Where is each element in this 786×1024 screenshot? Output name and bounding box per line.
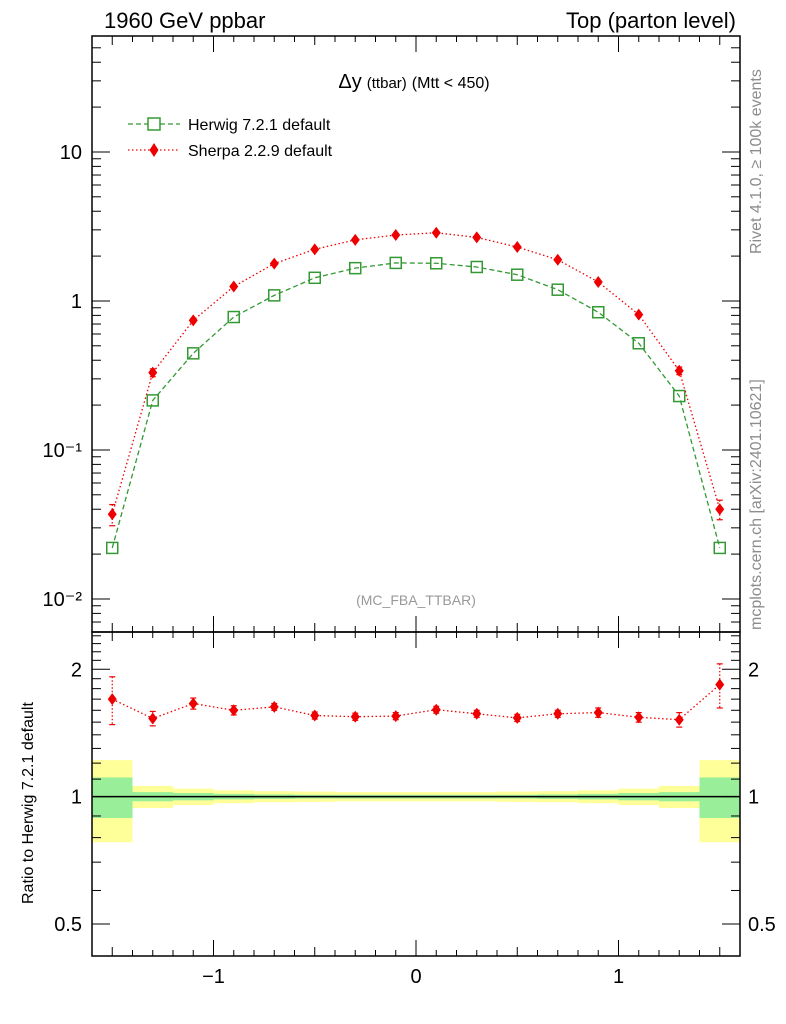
series-0-point [187,347,200,360]
series-0-point [349,261,362,275]
y-tick-label: 10⁻² [43,589,83,611]
ratio-series-0-point [229,704,239,717]
ratio-series-0-point [391,710,401,723]
legend: Herwig 7.2.1 default Sherpa 2.2.9 defaul… [128,117,333,160]
tick-labels: −1 0 1 10 1 10⁻¹ 10⁻² 2 2 1 1 0.5 0.5 [43,142,776,988]
legend-entry-sherpa: Sherpa 2.2.9 default [128,143,333,160]
ratio-series-0-point [674,713,684,726]
x-tick-label: 0 [410,966,421,988]
series-1-point [310,243,320,256]
legend-entry-herwig: Herwig 7.2.1 default [128,117,331,134]
series-line-0 [111,262,721,549]
ratio-y-tick-label-right: 1 [748,787,759,809]
ratio-series-0-point [472,707,482,720]
series-0-point [268,289,281,302]
ratio-y-tick-label-right: 0.5 [748,914,776,936]
y-tick-label: 10⁻¹ [43,440,83,462]
ratio-series-0-point [431,703,441,716]
ratio-series-0-point [593,706,603,719]
series-0-point [592,305,605,319]
ratio-y-tick-label-left: 1 [71,787,82,809]
series-0-point [551,283,564,296]
main-panel-series [106,226,726,555]
y-tick-label: 1 [71,291,82,313]
ratio-series-0-point [715,678,725,691]
series-0-point [308,271,321,285]
series-1-point [431,226,441,239]
ratio-series-0-point [148,712,158,725]
ratio-series-0-point [269,700,279,713]
series-1-point [350,233,360,246]
ratio-series-0-point [310,709,320,722]
herwig-legend-marker [147,117,161,131]
x-tick-label: 1 [613,966,624,988]
series-1-point [553,253,563,266]
series-1-point [472,231,482,244]
ratio-series-0-point [107,693,117,706]
y-tick-label: 10 [60,142,82,164]
series-1-point [674,364,684,377]
series-1-point [229,280,239,293]
series-1-point [269,257,279,270]
analysis-watermark: (MC_FBA_TTBAR) [356,592,476,608]
series-1-point [634,308,644,321]
ratio-series-0-point [350,710,360,723]
series-0-point [227,310,240,324]
series-0-point [430,257,443,270]
series-1-point [391,229,401,242]
series-line-1 [111,232,721,515]
ratio-uncertainty-bands [92,760,740,843]
ratio-series-0-point [553,707,563,720]
x-tick-label: −1 [202,966,225,988]
ratio-series-0-point [188,697,198,710]
ratio-y-tick-label-right: 2 [748,659,759,681]
series-0-point [673,389,686,403]
series-0-point [106,541,119,555]
sherpa-legend-marker [149,143,159,157]
series-1-point [188,314,198,327]
ratio-series-line-0 [111,684,721,721]
ratio-series-0-point [634,711,644,724]
ratio-y-tick-label-left: 0.5 [54,914,82,936]
ratio-band-inner [92,777,133,819]
series-0-point [146,394,159,407]
series-1-point [107,508,117,521]
header-right-label: Top (parton level) [566,8,736,33]
chart-axes [91,35,741,957]
legend-label-herwig: Herwig 7.2.1 default [188,117,331,134]
series-1-point [148,366,158,379]
series-1-point [593,276,603,289]
series-0-point [470,260,483,274]
ratio-y-tick-label-left: 2 [71,659,82,681]
series-0-point [389,256,402,270]
series-0-point [713,541,726,555]
series-1-point [715,503,725,516]
series-0-point [511,268,524,281]
header-left-label: 1960 GeV ppbar [104,8,266,33]
ratio-band-inner [699,777,740,819]
series-0-point [632,337,645,350]
chart-title: Δy (ttbar) (Mtt < 450) [338,71,489,93]
ratio-series-0-point [512,711,522,724]
legend-label-sherpa: Sherpa 2.2.9 default [188,143,333,160]
ratio-panel-series [107,663,725,728]
series-1-point [512,241,522,254]
